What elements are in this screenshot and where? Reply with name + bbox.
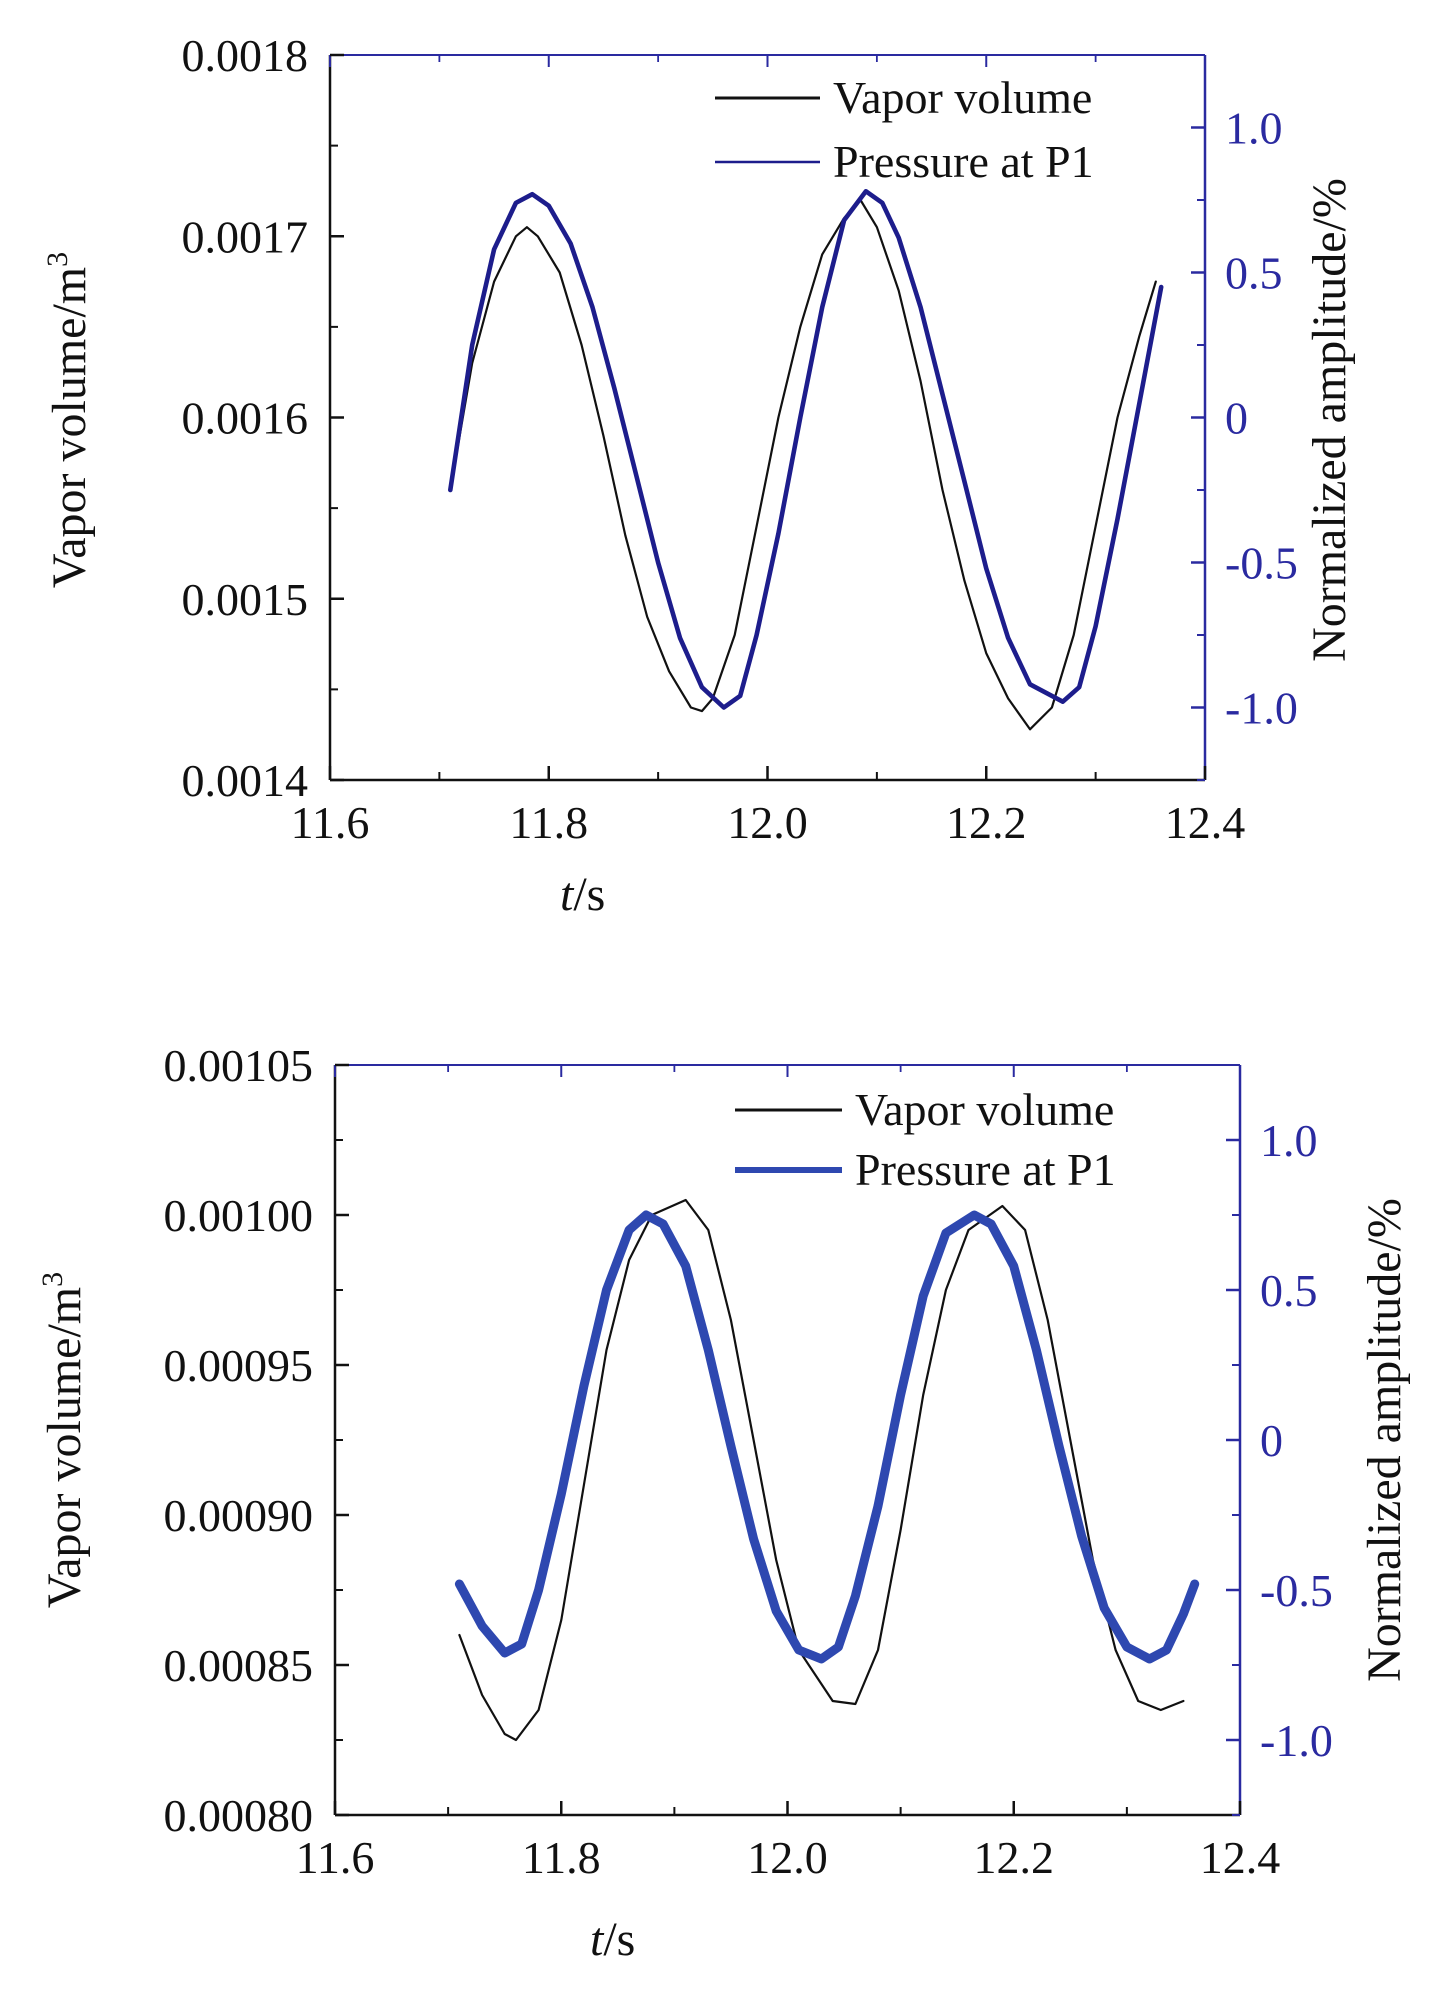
y-axis-title: Vapor volume/m3 (36, 1272, 91, 1608)
x-axis-title: t/s (590, 1913, 635, 1966)
y-tick-label: 0.0016 (182, 393, 309, 444)
series-line-vapor-volume (458, 1198, 1185, 1742)
y2-tick-label: -0.5 (1260, 1565, 1333, 1616)
x-axis-title: t/s (560, 868, 605, 921)
y2-tick-label: -0.5 (1225, 538, 1298, 589)
y-tick-label: 0.00105 (164, 1040, 314, 1091)
y2-tick-label: 0 (1260, 1415, 1283, 1466)
y2-tick-label: 0.5 (1225, 248, 1283, 299)
y2-tick-label: 1.0 (1260, 1115, 1318, 1166)
y-tick-label: 0.00100 (164, 1190, 314, 1241)
chart-1: 11.6 11.8 12.0 12.2 12.4 0.0018 0.0017 0.0016 0.… (41, 30, 1356, 921)
x-tick-label: 12.0 (727, 797, 808, 848)
x-tick-label: 11.8 (522, 1832, 601, 1883)
x-tick-label: 11.6 (291, 797, 370, 848)
legend-label: Pressure at P1 (833, 136, 1094, 187)
series-line-pressure (448, 189, 1164, 710)
y-axis-title: Vapor volume/m3 (41, 252, 96, 588)
x-tick-label: 12.2 (974, 1832, 1055, 1883)
y-tick-label: 0.00080 (164, 1790, 314, 1841)
x-tick-label: 12.4 (1165, 797, 1246, 848)
series-line-vapor-volume (449, 198, 1157, 731)
legend-label: Pressure at P1 (855, 1144, 1116, 1195)
y2-tick-label: 0 (1225, 393, 1248, 444)
chart-2: 11.6 11.8 12.0 12.2 12.4 0.00105 0.00100 0.0009… (36, 1040, 1411, 1966)
y-tick-label: 0.0018 (182, 30, 309, 81)
y2-tick-label: -1.0 (1260, 1715, 1333, 1766)
x-tick-label: 11.6 (296, 1832, 375, 1883)
y2-axis-title: Normalized amplitude/% (1358, 1198, 1411, 1682)
y2-tick-label: 1.0 (1225, 103, 1283, 154)
x-tick-label: 12.4 (1200, 1832, 1281, 1883)
y-tick-label: 0.00085 (164, 1640, 314, 1691)
y-tick-label: 0.0015 (182, 574, 309, 625)
legend-label: Vapor volume (833, 72, 1092, 123)
x-tick-label: 11.8 (509, 797, 588, 848)
legend-label: Vapor volume (855, 1084, 1114, 1135)
y-tick-label: 0.00095 (164, 1340, 314, 1391)
y2-axis-title: Normalized amplitude/% (1303, 178, 1356, 662)
x-tick-label: 12.2 (946, 797, 1027, 848)
y2-tick-label: -1.0 (1225, 683, 1298, 734)
x-tick-label: 12.0 (747, 1832, 828, 1883)
y2-tick-label: 0.5 (1260, 1265, 1318, 1316)
y-tick-label: 0.00090 (164, 1490, 314, 1541)
series-line-pressure (454, 1210, 1200, 1664)
y-tick-label: 0.0014 (182, 755, 309, 806)
y-tick-label: 0.0017 (182, 211, 309, 262)
